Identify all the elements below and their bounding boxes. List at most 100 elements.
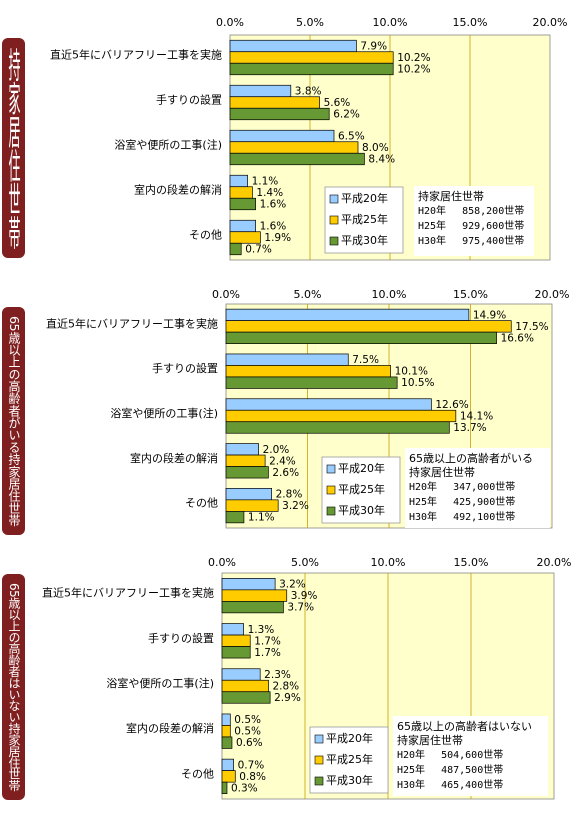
legend-swatch [314,776,324,786]
legend-label: 平成25年 [326,752,373,766]
bar-1 [229,84,292,98]
side-title-box [2,574,25,800]
category-label: 室内の段差の解消 [134,183,222,197]
bar-3 [225,511,245,524]
data-label: 13.7% [453,422,486,434]
data-label: 1.4% [256,187,283,199]
legend-label: 平成25年 [338,482,385,496]
data-label: 1.3% [248,624,275,636]
bar-1 [225,308,470,321]
category-label: 手すりの設置 [152,361,218,375]
household-count-row: H25年 929,600世帯 [418,219,524,232]
bar-3 [229,242,242,256]
bar-1 [229,219,256,233]
data-label: 3.2% [282,500,309,512]
data-label: 0.5% [234,714,261,726]
bar-1 [221,577,276,591]
bar-3 [221,600,284,614]
bar-1 [221,668,261,681]
category-label: 直近5年にバリアフリー工事を実施 [50,48,222,62]
category-label: 室内の段差の解消 [130,451,218,465]
x-tick-label: 20.0% [533,16,568,29]
household-count-bg [414,186,534,256]
bar-2 [225,499,279,512]
data-label: 10.2% [397,64,430,76]
household-count-row: H30年 975,400世帯 [418,234,524,247]
household-count-row: H20年 858,200世帯 [418,204,524,217]
side-title-text: 65歳以上の高齢者はいない持家居住世帯 [7,583,21,791]
bar-2 [225,454,266,467]
data-label: 0.8% [239,771,266,783]
chart-panel-1: 持家居住世帯 0.0% 5.0% 10.0% 15.0% 20.0% 直近5年にバリアフリー… [2,16,568,261]
bar-2 [221,679,269,693]
data-label: 2.4% [269,455,296,467]
data-label: 1.6% [260,199,287,211]
bar-2 [221,725,231,738]
bar-2 [225,365,391,378]
x-tick-label: 5.0% [294,288,322,301]
data-label: 3.9% [291,590,318,602]
data-label: 0.5% [234,726,261,738]
bar-3 [229,107,330,121]
bar-2 [225,409,457,423]
bar-3 [225,331,497,344]
bar-1 [225,443,259,456]
bar-3 [221,781,228,795]
x-tick-label: 20.0% [537,556,572,569]
data-label: 0.3% [231,782,258,794]
side-title-2: 65歳以上の高齢者がいる持家居住世帯 [2,307,25,535]
legend-label: 平成20年 [341,191,388,205]
category-label: 直近5年にバリアフリー工事を実施 [46,316,218,330]
household-count-bg [405,448,550,528]
legend-swatch [326,506,336,516]
legend-label: 平成25年 [341,212,388,226]
data-label: 5.6% [324,97,351,109]
bar-3 [221,646,251,659]
data-label: 2.8% [276,489,303,501]
legend-label: 平成20年 [338,461,385,475]
data-label: 1.6% [260,221,287,233]
category-label: 浴室や便所の工事(注) [106,676,214,690]
bar-1 [229,129,335,143]
data-label: 3.8% [295,86,322,98]
side-title-text: 65歳以上の高齢者がいる持家居住世帯 [7,316,21,526]
bar-1 [221,713,231,726]
data-label: 6.5% [338,131,365,143]
bar-2 [229,96,320,109]
bar-3 [229,152,365,166]
data-label: 0.6% [236,737,263,749]
data-label: 17.5% [515,321,548,333]
bar-1 [229,174,248,188]
category-label: 手すりの設置 [156,93,222,107]
bar-3 [229,62,394,76]
legend-swatch [329,215,339,225]
data-label: 7.5% [352,354,379,366]
household-count-title: 持家居住世帯 [418,189,484,203]
household-count-title: 持家居住世帯 [397,733,463,747]
category-label: 直近5年にバリアフリー工事を実施 [42,586,214,600]
data-label: 6.2% [333,109,360,121]
category-label: 室内の段差の解消 [126,721,214,735]
legend-label: 平成20年 [326,731,373,745]
bar-3 [225,466,269,479]
data-label: 10.1% [395,366,428,378]
data-label: 3.2% [279,579,306,591]
household-count-row: H20年 347,000世帯 [409,480,515,493]
bar-3 [225,376,398,389]
household-count-title: 持家居住世帯 [409,465,475,479]
side-title-box [2,38,25,258]
x-tick-label: 5.0% [296,16,324,29]
data-label: 1.1% [248,512,275,524]
x-tick-label: 15.0% [453,288,488,301]
household-count-title: 65歳以上の高齢者がいる [409,451,533,465]
legend-label: 平成30年 [326,773,373,787]
category-label: その他 [181,767,214,780]
x-tick-label: 0.0% [212,288,240,301]
data-label: 0.7% [245,244,272,256]
data-label: 7.9% [360,41,387,53]
